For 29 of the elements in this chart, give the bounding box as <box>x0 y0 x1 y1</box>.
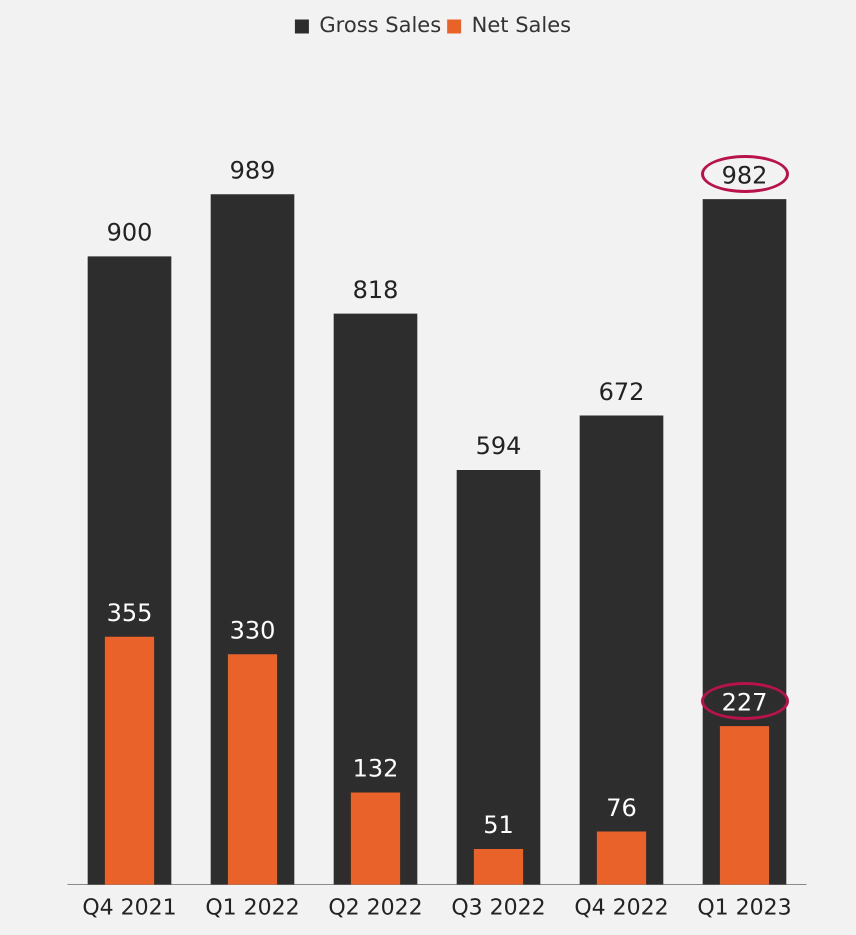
bar <box>456 470 540 885</box>
data-label: 227 <box>722 688 768 716</box>
x-tick-label: Q4 2022 <box>574 896 669 921</box>
data-label: 989 <box>230 156 276 185</box>
bar <box>350 792 400 885</box>
data-label: 51 <box>483 811 514 840</box>
bar <box>720 726 770 885</box>
data-label: 330 <box>230 616 276 644</box>
bar <box>228 654 278 885</box>
data-label: 982 <box>722 161 768 190</box>
bar <box>580 416 664 885</box>
legend-label: Gross Sales <box>319 12 442 37</box>
x-tick-label: Q2 2022 <box>328 896 423 921</box>
bar <box>596 832 646 885</box>
legend-label: Net Sales <box>472 12 572 37</box>
x-tick-label: Q3 2022 <box>451 896 546 921</box>
data-label: 900 <box>106 218 152 247</box>
x-tick-label: Q1 2023 <box>697 896 792 921</box>
bar <box>334 314 418 885</box>
data-label: 594 <box>476 432 522 460</box>
x-tick-label: Q4 2021 <box>82 896 177 921</box>
data-label: 132 <box>352 754 398 783</box>
x-tick-label: Q1 2022 <box>205 896 300 921</box>
data-label: 672 <box>598 378 644 406</box>
bar <box>474 849 524 885</box>
data-label: 818 <box>352 276 398 304</box>
data-label: 355 <box>106 599 152 628</box>
bar <box>104 636 154 885</box>
data-label: 76 <box>606 794 637 822</box>
